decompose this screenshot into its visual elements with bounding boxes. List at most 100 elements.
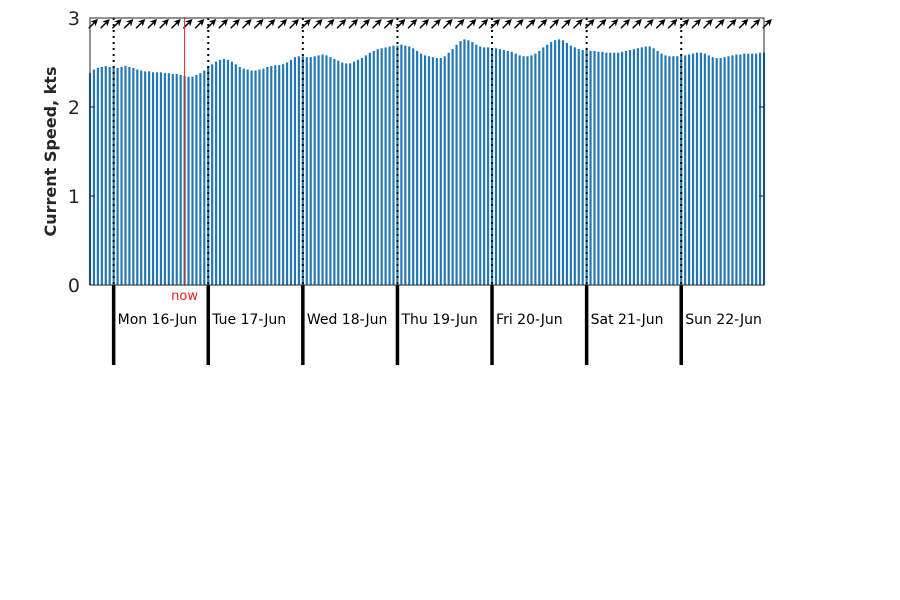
bar bbox=[167, 73, 170, 286]
direction-arrows bbox=[88, 19, 772, 29]
bar bbox=[605, 52, 608, 286]
arrow-northeast-icon bbox=[301, 19, 311, 29]
bar bbox=[494, 48, 498, 286]
bar bbox=[297, 56, 300, 285]
bar bbox=[502, 50, 505, 285]
bar bbox=[341, 62, 344, 285]
bar bbox=[447, 52, 450, 286]
bar bbox=[514, 53, 517, 285]
bar bbox=[656, 50, 659, 286]
arrow-northeast-icon bbox=[584, 19, 595, 29]
arrow-northeast-icon bbox=[762, 19, 772, 29]
bar bbox=[691, 53, 695, 285]
bar bbox=[187, 76, 190, 286]
bar bbox=[108, 66, 111, 285]
arrow-northeast-icon bbox=[454, 19, 465, 29]
arrow-northeast-icon bbox=[336, 19, 347, 29]
bar bbox=[345, 63, 348, 285]
bar bbox=[715, 58, 718, 285]
y-axis-label: Current Speed, kts bbox=[41, 67, 60, 237]
bar bbox=[427, 56, 431, 285]
bar bbox=[487, 47, 490, 286]
y-tick-label: 0 bbox=[68, 275, 80, 297]
arrow-northeast-icon bbox=[253, 19, 264, 29]
bar bbox=[368, 52, 371, 286]
bar bbox=[565, 42, 569, 285]
bar bbox=[325, 55, 328, 285]
bar bbox=[317, 55, 320, 285]
bar bbox=[100, 66, 103, 285]
bar bbox=[719, 58, 722, 285]
bar bbox=[92, 69, 96, 286]
bar bbox=[380, 48, 383, 286]
arrow-northeast-icon bbox=[241, 19, 252, 29]
bar bbox=[242, 68, 245, 285]
bar-series bbox=[88, 39, 766, 286]
arrow-northeast-icon bbox=[643, 19, 654, 29]
bar bbox=[526, 56, 529, 285]
arrow-northeast-icon bbox=[561, 19, 571, 29]
bar bbox=[585, 50, 588, 285]
arrow-northeast-icon bbox=[135, 19, 146, 29]
arrow-northeast-icon bbox=[466, 19, 477, 29]
bar bbox=[510, 51, 513, 285]
bar bbox=[144, 71, 147, 286]
bar bbox=[455, 44, 458, 286]
arrow-northeast-icon bbox=[502, 19, 512, 29]
bar bbox=[581, 50, 584, 285]
bar bbox=[471, 42, 474, 285]
arrow-northeast-icon bbox=[490, 19, 500, 29]
bar bbox=[400, 44, 403, 286]
bar bbox=[262, 68, 265, 285]
bar bbox=[707, 55, 710, 285]
bar bbox=[443, 56, 446, 285]
bar bbox=[731, 55, 734, 285]
bar bbox=[451, 49, 454, 286]
arrow-northeast-icon bbox=[442, 19, 453, 29]
bar bbox=[621, 51, 624, 285]
arrow-northeast-icon bbox=[289, 19, 299, 29]
bar bbox=[136, 69, 139, 286]
bar bbox=[293, 57, 297, 285]
bar bbox=[664, 55, 667, 285]
bar bbox=[597, 51, 600, 285]
y-tick-label: 3 bbox=[68, 8, 80, 30]
arrow-northeast-icon bbox=[265, 19, 276, 29]
bar bbox=[550, 42, 553, 285]
bar bbox=[475, 44, 478, 286]
bar bbox=[423, 55, 427, 285]
bar bbox=[140, 70, 143, 285]
bar bbox=[416, 50, 419, 286]
arrow-northeast-icon bbox=[714, 19, 725, 29]
bar bbox=[372, 50, 375, 286]
bar bbox=[538, 50, 541, 286]
arrow-northeast-icon bbox=[170, 19, 181, 29]
bar bbox=[408, 46, 411, 286]
bar bbox=[420, 53, 423, 285]
bar bbox=[356, 59, 360, 285]
day-labels: Mon 16-Jun Tue 17-Jun Wed 18-Jun Thu 19-Jun… bbox=[118, 312, 762, 328]
bar bbox=[376, 49, 379, 286]
bar bbox=[321, 54, 324, 285]
day-label: Thu 19-Jun bbox=[400, 312, 477, 328]
bar bbox=[191, 76, 194, 286]
arrow-northeast-icon bbox=[513, 19, 524, 29]
bar bbox=[104, 66, 107, 285]
bar bbox=[333, 58, 336, 285]
bar bbox=[96, 67, 99, 285]
bar bbox=[739, 54, 742, 285]
bar bbox=[384, 47, 387, 286]
bar bbox=[699, 52, 703, 286]
bar bbox=[758, 52, 762, 286]
arrow-northeast-icon bbox=[277, 19, 288, 29]
arrow-northeast-icon bbox=[194, 19, 205, 29]
y-axis-ticks: 0 1 2 3 bbox=[68, 8, 764, 297]
bar bbox=[640, 47, 643, 286]
arrow-northeast-icon bbox=[431, 19, 441, 29]
bar bbox=[577, 49, 580, 286]
arrow-northeast-icon bbox=[419, 19, 430, 29]
arrow-northeast-icon bbox=[679, 19, 690, 29]
arrow-northeast-icon bbox=[324, 19, 335, 29]
bar bbox=[668, 56, 671, 285]
bar bbox=[459, 41, 462, 285]
